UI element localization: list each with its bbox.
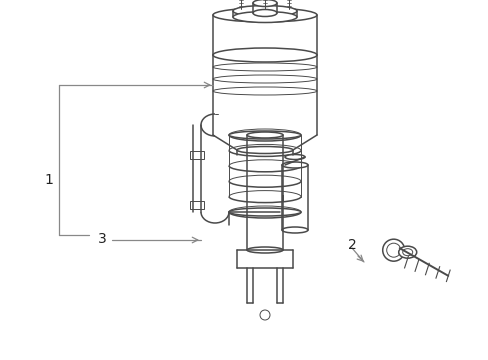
Circle shape (382, 239, 404, 261)
Ellipse shape (232, 12, 296, 23)
Ellipse shape (228, 131, 301, 139)
Circle shape (260, 310, 269, 320)
Ellipse shape (282, 227, 307, 233)
Bar (190, 201, 203, 209)
Ellipse shape (213, 48, 316, 62)
Ellipse shape (398, 246, 416, 258)
Bar (190, 151, 203, 159)
Ellipse shape (285, 154, 305, 159)
Ellipse shape (232, 5, 296, 17)
Ellipse shape (252, 9, 276, 17)
Ellipse shape (246, 247, 283, 253)
Ellipse shape (237, 147, 292, 153)
Text: 2: 2 (347, 238, 356, 252)
Ellipse shape (402, 249, 412, 256)
Ellipse shape (252, 0, 276, 6)
Ellipse shape (228, 208, 301, 216)
Ellipse shape (282, 162, 307, 168)
Ellipse shape (213, 63, 316, 71)
Circle shape (386, 243, 400, 257)
Text: 3: 3 (98, 233, 107, 246)
Ellipse shape (213, 8, 316, 22)
Ellipse shape (213, 87, 316, 95)
Ellipse shape (246, 132, 283, 138)
Ellipse shape (213, 75, 316, 83)
Text: 1: 1 (44, 173, 53, 187)
